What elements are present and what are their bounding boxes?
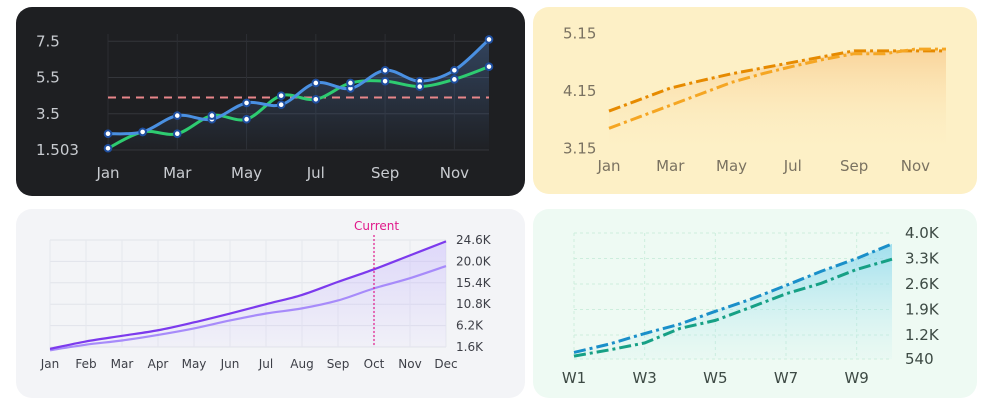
y-tick-label: 1.6K xyxy=(456,340,484,354)
series-1-point xyxy=(172,111,182,120)
y-tick-label: 15.4K xyxy=(456,276,492,290)
x-tick-label: Sep xyxy=(327,357,350,371)
series-2-point xyxy=(207,111,217,120)
chart-panel-3: 1.6K 6.2K 10.8K 15.4K 20.0K 24.6K Jan Feb Mar Apr… xyxy=(16,209,525,398)
x-tick-label: Jan xyxy=(40,357,60,371)
x-tick-label: Sep xyxy=(840,157,868,175)
series-2-line xyxy=(573,257,893,358)
series-2-point xyxy=(311,94,321,104)
series-2-point xyxy=(346,78,355,88)
y-tick-label: 5.15 xyxy=(563,25,596,43)
x-tick-label: Dec xyxy=(434,357,457,371)
series-1-line xyxy=(49,240,447,350)
series-1-point xyxy=(450,65,459,75)
chart-panel-4: 540 1.2K 1.9K 2.6K 3.3K 4.0K W1 W3 W5 W7 W9 xyxy=(533,209,977,398)
x-tick-label: Feb xyxy=(75,357,96,371)
series-2-point xyxy=(276,91,286,100)
y-tick-label: 10.8K xyxy=(456,297,492,311)
series-2-line xyxy=(49,265,447,352)
line-chart-4: 540 1.2K 1.9K 2.6K 3.3K 4.0K W1 W3 W5 W7 W9 xyxy=(562,224,940,387)
x-tick-label: W3 xyxy=(632,369,656,387)
series-1-point xyxy=(380,65,390,75)
series-2-point xyxy=(484,62,494,71)
series-2-point xyxy=(103,143,113,153)
x-tick-label: Nov xyxy=(398,357,421,371)
x-tick-label: W5 xyxy=(703,369,727,387)
series-2-point xyxy=(172,129,182,139)
y-tick-label: 1.2K xyxy=(905,326,940,344)
x-tick-label: Nov xyxy=(440,164,469,182)
x-tick-label: Jul xyxy=(258,357,273,371)
y-tick-label: 20.0K xyxy=(456,254,492,268)
y-tick-label: 6.2K xyxy=(456,319,484,333)
x-tick-label: Jun xyxy=(220,357,240,371)
series-1-line xyxy=(573,242,893,354)
x-tick-label: Apr xyxy=(148,357,169,371)
series-area-fill xyxy=(50,241,446,349)
series-1-point xyxy=(484,35,494,44)
y-tick-label: 4.15 xyxy=(563,82,596,100)
x-tick-label: Oct xyxy=(364,357,385,371)
line-chart-2: 3.15 4.15 5.15 Jan Mar May Jul Sep Nov xyxy=(563,25,946,175)
series-2-point xyxy=(450,75,459,84)
series-2-line xyxy=(608,47,946,130)
x-tick-label: W7 xyxy=(774,369,798,387)
series-2-point xyxy=(415,82,425,91)
y-tick-label: 5.5 xyxy=(36,69,60,87)
y-tick-label: 24.6K xyxy=(456,233,492,247)
series-1-point xyxy=(311,78,321,88)
current-marker-label: Current xyxy=(354,219,399,233)
x-tick-label: Nov xyxy=(901,157,930,175)
chart-panel-1: 1.503 3.5 5.5 7.5 Jan Mar May Jul Sep Nov xyxy=(16,7,525,196)
y-tick-label: 7.5 xyxy=(36,32,60,50)
chart-panel-2: 3.15 4.15 5.15 Jan Mar May Jul Sep Nov xyxy=(533,7,977,194)
series-1-point xyxy=(103,129,113,139)
series-2-point xyxy=(380,76,390,86)
x-tick-label: Aug xyxy=(290,357,313,371)
x-tick-label: W1 xyxy=(562,369,586,387)
x-tick-label: Jan xyxy=(596,157,620,175)
x-tick-label: Jul xyxy=(783,157,802,175)
x-tick-label: Sep xyxy=(371,164,399,182)
y-tick-label: 1.9K xyxy=(905,300,940,318)
series-2-point xyxy=(138,127,147,137)
x-tick-label: Mar xyxy=(656,157,685,175)
y-tick-label: 540 xyxy=(905,350,934,368)
series-1-point xyxy=(242,98,251,108)
x-tick-label: W9 xyxy=(844,369,868,387)
x-tick-label: Jul xyxy=(306,164,325,182)
y-tick-label: 3.15 xyxy=(563,139,596,157)
series-1-point xyxy=(276,100,286,110)
x-tick-label: May xyxy=(182,357,207,371)
y-tick-label: 3.3K xyxy=(905,249,940,267)
y-tick-label: 1.503 xyxy=(36,141,79,159)
x-tick-label: Mar xyxy=(111,357,134,371)
x-tick-label: Mar xyxy=(163,164,192,182)
x-tick-label: May xyxy=(716,157,747,175)
y-tick-label: 4.0K xyxy=(905,224,940,242)
series-area-fill xyxy=(609,50,946,157)
line-chart-3: 1.6K 6.2K 10.8K 15.4K 20.0K 24.6K Jan Feb Mar Apr… xyxy=(40,219,492,371)
series-2-point xyxy=(242,114,251,124)
x-tick-label: May xyxy=(231,164,262,182)
x-tick-label: Jan xyxy=(95,164,119,182)
line-chart-1: 1.503 3.5 5.5 7.5 Jan Mar May Jul Sep Nov xyxy=(36,32,494,182)
y-tick-label: 3.5 xyxy=(36,105,60,123)
y-tick-label: 2.6K xyxy=(905,275,940,293)
series-area-fill xyxy=(574,243,892,359)
